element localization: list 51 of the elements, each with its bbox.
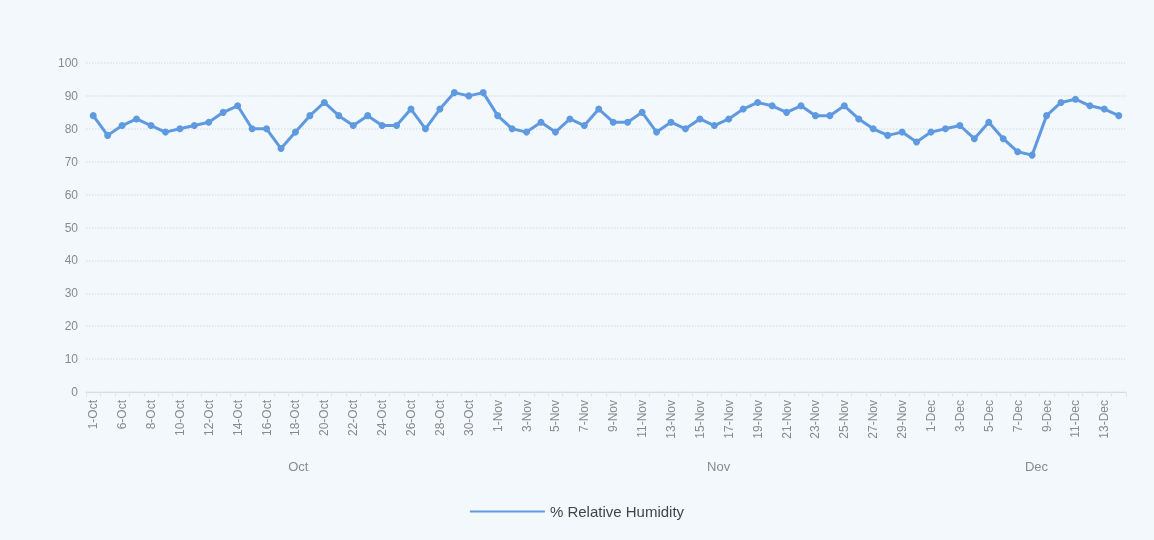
x-tick-label: 14-Oct [230,399,245,437]
x-tick-label: 7-Dec [1010,400,1025,433]
x-tick-label: 23-Nov [808,400,823,439]
x-tick-label: 22-Oct [346,399,361,437]
y-tick-label: 60 [64,187,79,202]
x-tick-label: 18-Oct [288,399,303,437]
x-tick-label: 13-Nov [664,400,678,439]
x-tick-label: 3-Nov [519,400,534,433]
y-tick-label: 70 [64,154,79,169]
x-tick-label: 20-Oct [317,399,332,437]
x-tick-label: 29-Nov [895,400,910,439]
x-tick-label: 24-Oct [375,399,390,437]
x-tick-label: 9-Nov [606,400,621,433]
x-tick-label: 15-Nov [692,400,707,439]
text: Nov [707,459,731,474]
x-tick-label: 3-Dec [952,400,967,433]
x-tick-label: 16-Oct [259,399,274,437]
y-tick-label: 30 [64,286,79,301]
x-tick-label: 28-Oct [432,399,447,437]
y-tick-label: 20 [64,319,79,334]
y-tick-label: 80 [64,121,79,136]
y-tick-label: 40 [64,253,79,268]
x-tick-label: 11-Nov [635,400,650,438]
legend-label: % Relative Humidity [549,503,685,520]
y-tick-label: 0 [71,385,79,399]
x-tick-label: 25-Nov [837,400,852,439]
y-tick-label: 100 [57,56,79,70]
x-tick-label: 27-Nov [866,400,881,439]
x-tick-label: 11-Dec [1068,400,1083,438]
y-tick-label: 50 [64,220,79,235]
x-tick-label: 30-Oct [461,399,476,437]
x-tick-label: 10-Oct [172,399,187,437]
x-tick-label: 21-Nov [779,400,794,439]
text: Dec [1024,459,1049,474]
x-tick-label: 9-Dec [1039,400,1054,433]
x-tick-label: 5-Dec [981,400,996,433]
x-tick-label: 13-Dec [1097,400,1112,439]
x-tick-label: 5-Nov [548,400,563,433]
y-tick-label: 90 [64,88,79,103]
x-tick-label: 19-Nov [750,400,765,439]
x-tick-label: 7-Nov [577,400,592,433]
x-tick-label: 17-Nov [721,400,736,439]
x-tick-label: 12-Oct [201,399,216,437]
text: Oct [288,459,309,474]
x-tick-label: 1-Oct [86,399,101,430]
x-tick-label: 6-Oct [115,399,130,430]
x-tick-label: 1-Nov [490,400,505,433]
x-tick-label: 26-Oct [404,399,418,437]
x-tick-label: 8-Oct [144,399,158,430]
y-tick-label: 10 [64,352,79,367]
x-tick-label: 1-Dec [924,400,938,433]
